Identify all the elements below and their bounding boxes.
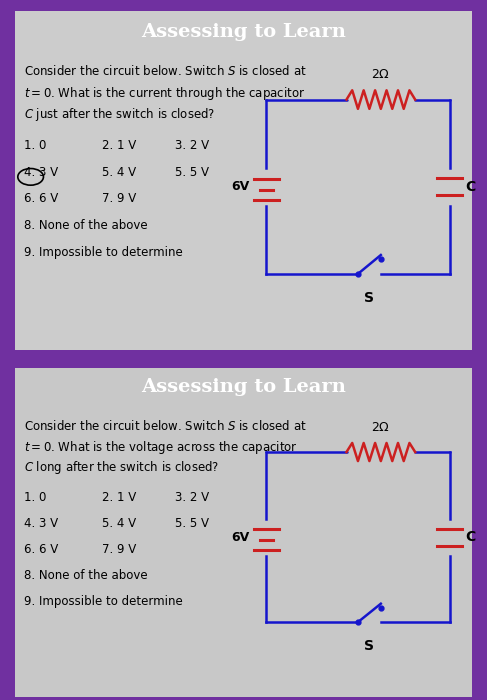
Text: 7. 9 V: 7. 9 V [102, 193, 136, 205]
Text: 2. 1 V: 2. 1 V [102, 139, 136, 152]
Text: 8. None of the above: 8. None of the above [24, 569, 148, 582]
Text: Assessing to Learn: Assessing to Learn [141, 378, 346, 396]
Text: 5. 4 V: 5. 4 V [102, 165, 136, 178]
Text: 4. 3 V: 4. 3 V [24, 165, 58, 178]
Text: $C$ long after the switch is closed?: $C$ long after the switch is closed? [24, 459, 219, 477]
Text: 7. 9 V: 7. 9 V [102, 543, 136, 556]
Text: 9. Impossible to determine: 9. Impossible to determine [24, 595, 183, 608]
Text: 5. 5 V: 5. 5 V [175, 165, 209, 178]
Text: 6V: 6V [231, 180, 249, 193]
Text: 4. 3 V: 4. 3 V [24, 517, 58, 531]
Text: Consider the circuit below. Switch $S$ is closed at: Consider the circuit below. Switch $S$ i… [24, 64, 306, 78]
Text: $t = 0$. What is the voltage across the capacitor: $t = 0$. What is the voltage across the … [24, 439, 298, 456]
Text: $t = 0$. What is the current through the capacitor: $t = 0$. What is the current through the… [24, 85, 305, 102]
Text: 2. 1 V: 2. 1 V [102, 491, 136, 504]
Text: $2\Omega$: $2\Omega$ [371, 421, 391, 433]
Text: 5. 4 V: 5. 4 V [102, 517, 136, 531]
Text: S: S [364, 639, 375, 653]
Text: 1. 0: 1. 0 [24, 139, 46, 152]
Text: 1. 0: 1. 0 [24, 491, 46, 504]
Text: 9. Impossible to determine: 9. Impossible to determine [24, 246, 183, 259]
Text: S: S [364, 291, 375, 305]
Text: 3. 2 V: 3. 2 V [175, 491, 209, 504]
Text: Consider the circuit below. Switch $S$ is closed at: Consider the circuit below. Switch $S$ i… [24, 419, 306, 433]
Text: 6V: 6V [231, 531, 249, 544]
Text: C: C [466, 180, 476, 194]
Text: 3. 2 V: 3. 2 V [175, 139, 209, 152]
Text: 8. None of the above: 8. None of the above [24, 219, 148, 232]
Text: 5. 5 V: 5. 5 V [175, 517, 209, 531]
Text: Assessing to Learn: Assessing to Learn [141, 23, 346, 41]
Text: $2\Omega$: $2\Omega$ [371, 68, 391, 80]
Text: 6. 6 V: 6. 6 V [24, 193, 58, 205]
Text: $C$ just after the switch is closed?: $C$ just after the switch is closed? [24, 106, 215, 123]
Text: 6. 6 V: 6. 6 V [24, 543, 58, 556]
Text: C: C [466, 530, 476, 544]
